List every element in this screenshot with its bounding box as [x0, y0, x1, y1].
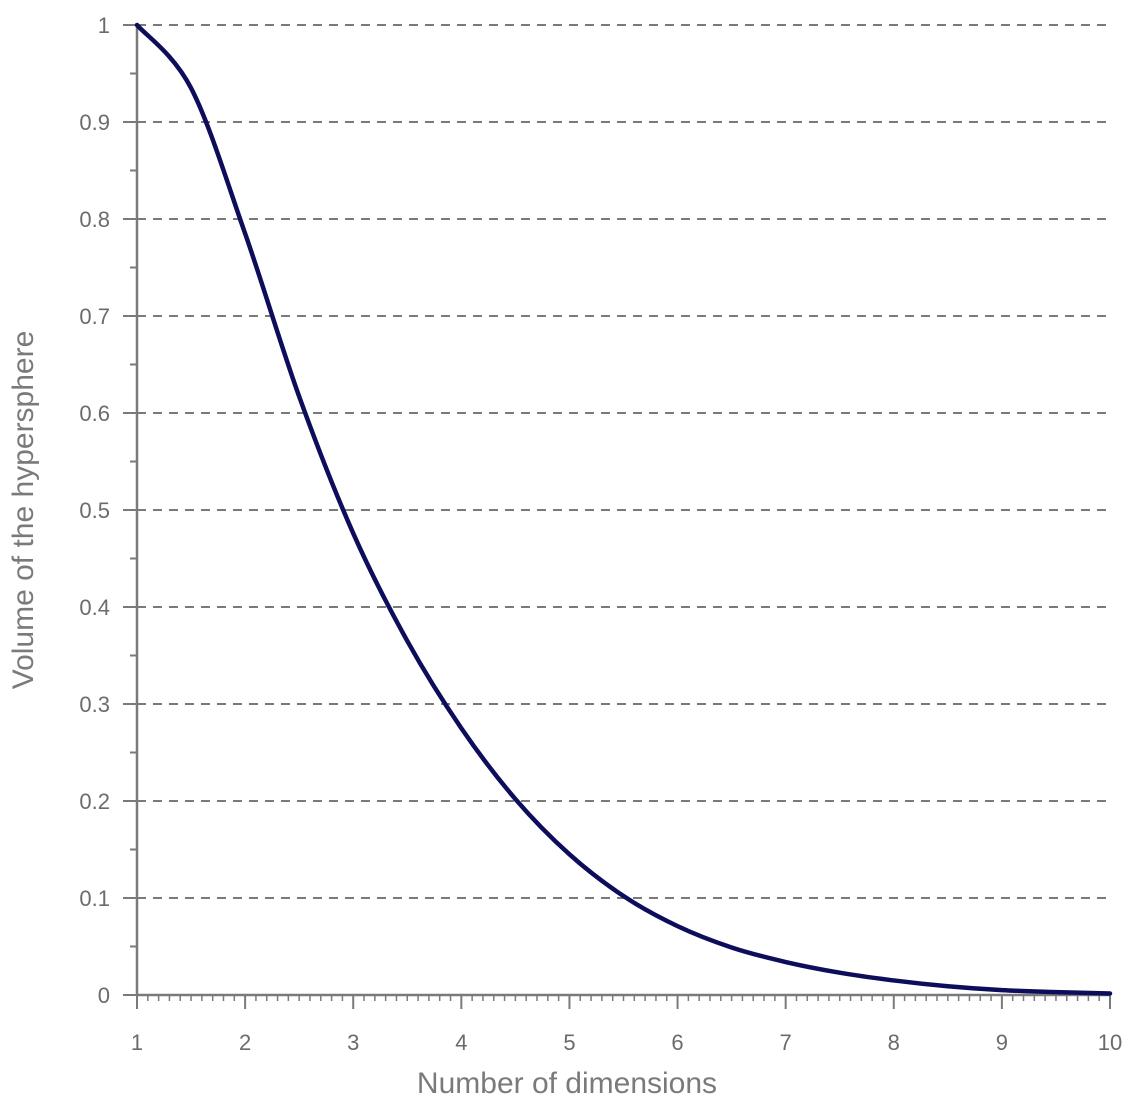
y-tick-label: 0.7	[79, 304, 110, 329]
y-tick-label: 0.3	[79, 692, 110, 717]
x-tick-label: 1	[131, 1030, 143, 1055]
series-layer	[134, 22, 1113, 996]
x-tick-label: 6	[671, 1030, 683, 1055]
axis-ticks	[123, 24, 1111, 1009]
y-tick-label: 0.8	[79, 207, 110, 232]
tick-labels: 0 0.1 0.2 0.3 0.4 0.5 0.6 0.7 0.8 0.9 1 1 2 3 4 5 6 7 8 9 10	[79, 13, 1122, 1055]
grid-lines	[137, 24, 1110, 899]
y-tick-label: 0	[98, 983, 110, 1008]
x-axis-title: Number of dimensions	[417, 1067, 717, 1100]
y-tick-label: 0.5	[79, 498, 110, 523]
x-tick-label: 8	[888, 1030, 900, 1055]
y-tick-label: 1	[98, 13, 110, 38]
y-tick-label: 0.4	[79, 595, 110, 620]
x-tick-label: 7	[780, 1030, 792, 1055]
x-tick-label: 4	[455, 1030, 467, 1055]
series-line	[134, 22, 1113, 996]
x-tick-label: 5	[563, 1030, 575, 1055]
x-tick-label: 3	[347, 1030, 359, 1055]
y-axis-title: Volume of the hypersphere	[7, 331, 40, 690]
x-tick-label: 2	[239, 1030, 251, 1055]
y-tick-label: 0.1	[79, 886, 110, 911]
x-tick-label: 10	[1098, 1030, 1122, 1055]
y-tick-label: 0.9	[79, 110, 110, 135]
y-tick-label: 0.2	[79, 789, 110, 814]
x-tick-label: 9	[996, 1030, 1008, 1055]
y-tick-label: 0.6	[79, 401, 110, 426]
